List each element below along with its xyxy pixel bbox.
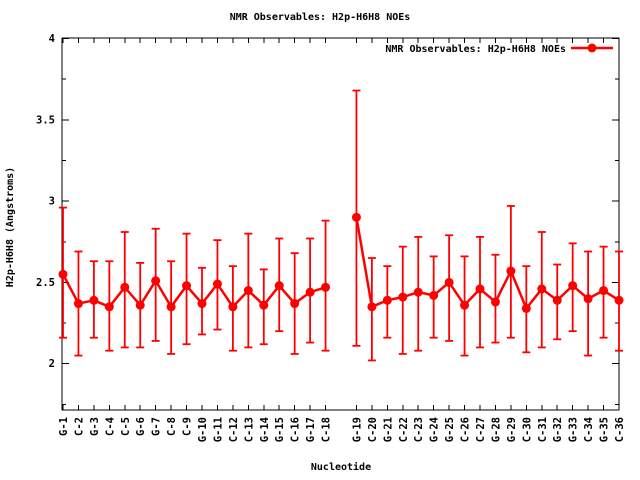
x-tick-label: C-36 — [614, 417, 626, 442]
data-point — [429, 290, 439, 300]
y-tick-label: 2.5 — [36, 277, 55, 289]
data-point — [382, 295, 392, 305]
error-bar — [445, 234, 454, 342]
data-point — [212, 279, 222, 289]
x-tick-label: C-20 — [367, 417, 379, 442]
data-point — [274, 281, 284, 291]
series-line — [61, 273, 327, 309]
data-point — [151, 276, 161, 286]
x-tick-label: C-4 — [104, 417, 116, 436]
x-tick-label: G-10 — [197, 417, 209, 442]
data-point — [321, 282, 331, 292]
x-axis-label: Nucleotide — [311, 461, 371, 473]
x-tick-label: G-11 — [212, 417, 224, 442]
data-point — [166, 302, 176, 312]
x-tick-label: C-31 — [537, 417, 549, 442]
x-tick-label: C-27 — [475, 417, 487, 442]
x-tick-label: G-25 — [444, 417, 456, 442]
x-tick-label: C-34 — [583, 417, 595, 442]
legend-point-sample — [587, 43, 597, 53]
x-tick-label: C-5 — [120, 417, 132, 436]
y-tick-label: 2 — [49, 358, 55, 370]
data-point — [552, 295, 562, 305]
data-point — [521, 303, 531, 313]
data-point — [475, 284, 485, 294]
data-point — [537, 284, 547, 294]
legend-label: NMR Observables: H2p-H6H8 NOEs — [385, 44, 566, 55]
x-tick-label: C-2 — [73, 417, 85, 436]
data-point — [243, 286, 253, 296]
x-tick-label: G-24 — [429, 417, 441, 442]
data-point — [367, 302, 377, 312]
x-tick-label: G-1 — [58, 417, 70, 436]
data-point — [135, 300, 145, 310]
data-series — [58, 89, 624, 362]
data-point — [444, 277, 454, 287]
x-tick-label: C-26 — [460, 417, 472, 442]
x-tick-label: G-29 — [506, 417, 518, 442]
data-point — [73, 299, 83, 309]
x-tick-label: G-35 — [599, 417, 611, 442]
plot-border — [61, 37, 620, 411]
x-tick-label: G-14 — [259, 417, 271, 442]
data-point — [614, 295, 624, 305]
data-point — [290, 299, 300, 309]
data-point — [413, 287, 423, 297]
x-tick-label: G-28 — [490, 417, 502, 442]
x-tick-label: C-18 — [321, 417, 333, 442]
data-point — [583, 294, 593, 304]
data-point — [351, 212, 361, 222]
data-point — [120, 282, 130, 292]
data-point — [58, 269, 68, 279]
x-tick-label: C-30 — [521, 417, 533, 442]
data-point — [228, 302, 238, 312]
error-bar — [584, 250, 593, 357]
data-point — [490, 297, 500, 307]
data-point — [197, 299, 207, 309]
y-tick-label: 4 — [49, 33, 55, 45]
x-tick-label: C-23 — [413, 417, 425, 442]
data-point — [398, 292, 408, 302]
axes: 2 2.5 3 3.5 4 G-1 C-2 G-3 C-4 C-5 G-6 G-7 C-8 C-9 G-10… — [36, 33, 626, 442]
data-point — [506, 266, 516, 276]
x-tick-label: G-6 — [135, 417, 147, 436]
data-point — [104, 302, 114, 312]
data-point — [599, 286, 609, 296]
x-tick-label: C-9 — [182, 417, 194, 436]
x-tick-label: G-3 — [89, 417, 101, 436]
y-axis-label: H2p-H6H8 (Angstroms) — [5, 167, 16, 287]
x-tick-label: C-12 — [228, 417, 240, 442]
data-point — [460, 300, 470, 310]
x-tick-label: C-22 — [398, 417, 410, 442]
legend: NMR Observables: H2p-H6H8 NOEs — [385, 43, 613, 55]
x-tick-label: G-21 — [382, 417, 394, 442]
x-tick-label: G-7 — [151, 417, 163, 436]
y-tick-label: 3 — [49, 196, 55, 208]
data-point — [305, 287, 315, 297]
data-point — [89, 295, 99, 305]
x-tick-label: C-8 — [166, 417, 178, 436]
x-tick-label: G-33 — [568, 417, 580, 442]
chart-title: NMR Observables: H2p-H6H8 NOEs — [230, 12, 411, 23]
x-tick-label: G-19 — [351, 417, 363, 442]
data-point — [182, 281, 192, 291]
x-tick-label: G-32 — [552, 417, 564, 442]
x-tick-label: G-17 — [305, 417, 317, 442]
data-point — [568, 281, 578, 291]
x-tick-label: G-15 — [274, 417, 286, 442]
y-tick-label: 3.5 — [36, 114, 55, 126]
x-tick-label: C-16 — [290, 417, 302, 442]
data-point — [259, 300, 269, 310]
x-tick-label: C-13 — [243, 417, 255, 442]
series-line — [355, 216, 621, 310]
